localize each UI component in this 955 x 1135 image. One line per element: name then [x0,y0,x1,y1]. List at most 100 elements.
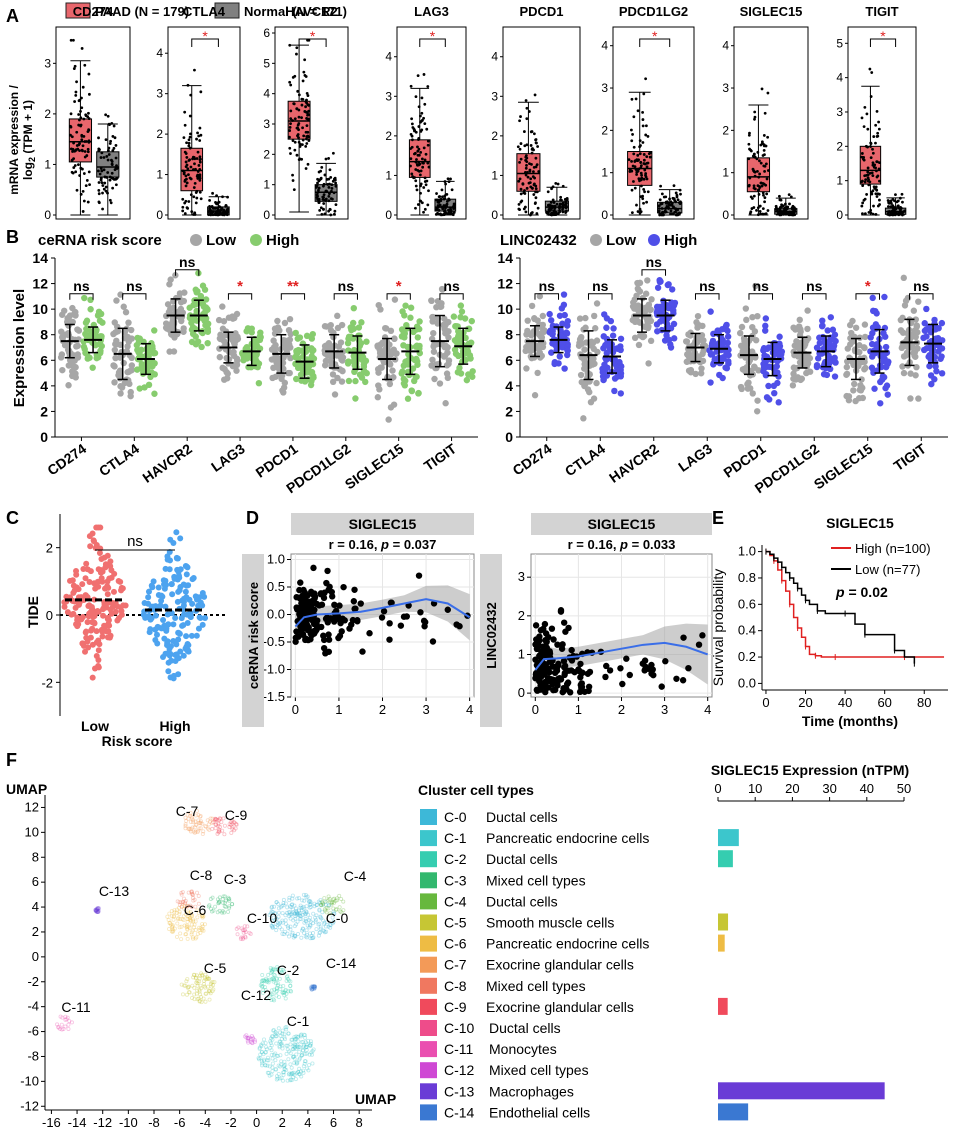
data-point [778,194,781,198]
data-point [444,374,452,382]
data-point [330,186,334,190]
data-point [641,309,648,316]
umap-cell [280,990,285,995]
data-point [87,92,91,96]
data-point [556,353,563,360]
data-point [590,312,598,320]
data-point [848,329,855,337]
umap-cell [303,1040,308,1045]
data-point [523,343,530,351]
y-axis-label: LINC02432 [484,602,499,668]
y-tick-label: 4 [505,378,513,394]
data-point [566,689,574,696]
data-point [86,115,90,119]
data-point [391,296,399,303]
data-point [302,635,309,642]
umap-cell [307,925,312,930]
data-point [191,155,195,159]
data-point [869,211,873,215]
data-point [94,578,101,585]
data-point [642,201,645,205]
data-point [297,579,304,586]
data-point [912,333,919,341]
data-point [225,208,229,212]
umap-cell [276,906,281,911]
umap-cell [285,1078,290,1083]
data-point [749,149,753,153]
data-point [457,314,464,321]
data-point [411,126,415,129]
data-point [194,338,202,345]
umap-cell [284,1068,289,1073]
umap-cell [282,1067,287,1072]
umap-cell [272,998,277,1003]
data-point [869,353,876,360]
data-point [388,375,395,382]
umap-cell [305,894,310,899]
umap-cell [286,1057,291,1062]
data-point [84,566,91,573]
data-point [216,201,220,205]
umap-cell [298,916,303,921]
data-point [378,614,386,621]
data-point [639,294,646,302]
x-tick-label: 2 [618,702,625,717]
data-point [547,676,555,683]
data-point [867,178,870,182]
data-point [172,615,179,622]
data-point [875,195,879,198]
significance-label: ns [913,278,930,294]
data-point [183,633,190,640]
umap-cell [264,978,269,983]
umap-cell [298,914,303,919]
data-point [419,199,423,203]
data-point [186,83,190,87]
data-point [740,343,748,350]
data-point [443,362,451,369]
data-point [426,139,430,143]
data-point [797,326,804,333]
data-point [307,38,311,42]
data-point [168,657,175,664]
umap-cell [310,1049,315,1054]
data-point [524,154,528,158]
data-point [113,297,120,304]
data-point [793,364,801,372]
umap-cell [326,903,331,908]
data-point [760,87,764,91]
data-point [168,320,175,328]
data-point [526,175,530,179]
umap-cell [281,1072,286,1077]
data-point [320,644,328,652]
umap-cell [278,1042,283,1047]
data-point [90,537,97,544]
data-point [419,120,422,124]
data-point [104,583,111,590]
y-tick-label: 2 [44,107,51,121]
data-point [322,193,326,197]
umap-cell [280,1031,285,1036]
umap-cell [297,1066,302,1071]
y-tick-label: -8 [27,1048,39,1063]
data-point [736,329,744,337]
data-point [921,320,928,327]
data-point [59,366,66,374]
data-point [882,363,890,371]
umap-cell [298,903,303,908]
data-point [762,134,766,137]
umap-cell [322,896,327,901]
data-point [183,123,187,127]
data-point [359,648,366,655]
data-point [183,563,190,570]
umap-cell [296,1045,301,1050]
umap-cell [294,922,299,927]
data-point [617,346,624,354]
significance-label: * [396,278,402,295]
umap-cell [304,910,309,915]
data-point [581,688,588,695]
data-point [860,152,864,155]
umap-cell [308,1039,313,1044]
data-point [344,339,352,347]
data-point [534,687,541,694]
